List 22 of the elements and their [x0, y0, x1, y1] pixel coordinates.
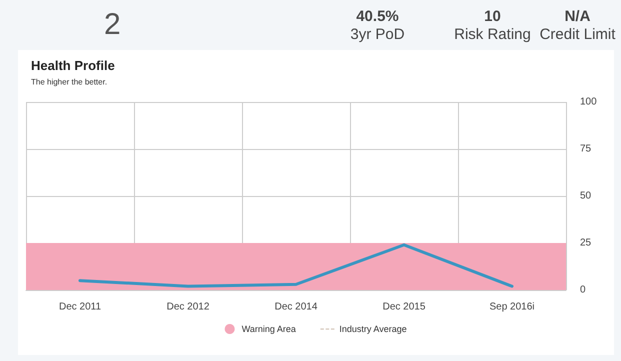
text: 40.5%	[355, 8, 400, 25]
x-tick-label: Sep 2016i	[489, 302, 535, 312]
text: 10	[483, 8, 502, 25]
x-tick-label: Dec 2014	[274, 302, 318, 312]
x-tick-label: Dec 2011	[58, 302, 102, 312]
legend-label: Industry Average	[339, 324, 407, 334]
y-tick-label: 0	[580, 284, 586, 296]
text: N/A	[564, 8, 592, 25]
chart-subtitle: The higher the better.	[31, 78, 108, 86]
text: 3yr PoD	[349, 26, 406, 43]
y-tick-label: 50	[580, 190, 592, 202]
line-series	[78, 243, 514, 288]
text: 2	[104, 8, 121, 42]
legend-label: Warning Area	[242, 324, 296, 334]
text: Credit Limit	[538, 26, 616, 43]
chart-title: Health Profile	[31, 58, 115, 73]
y-tick-label: 75	[580, 144, 592, 154]
y-tick-label: 100	[580, 96, 598, 108]
y-tick-label: 25	[580, 238, 592, 248]
x-tick-label: Dec 2015	[382, 302, 426, 312]
text: Risk Rating	[453, 26, 532, 43]
x-tick-label: Dec 2012	[166, 302, 210, 312]
